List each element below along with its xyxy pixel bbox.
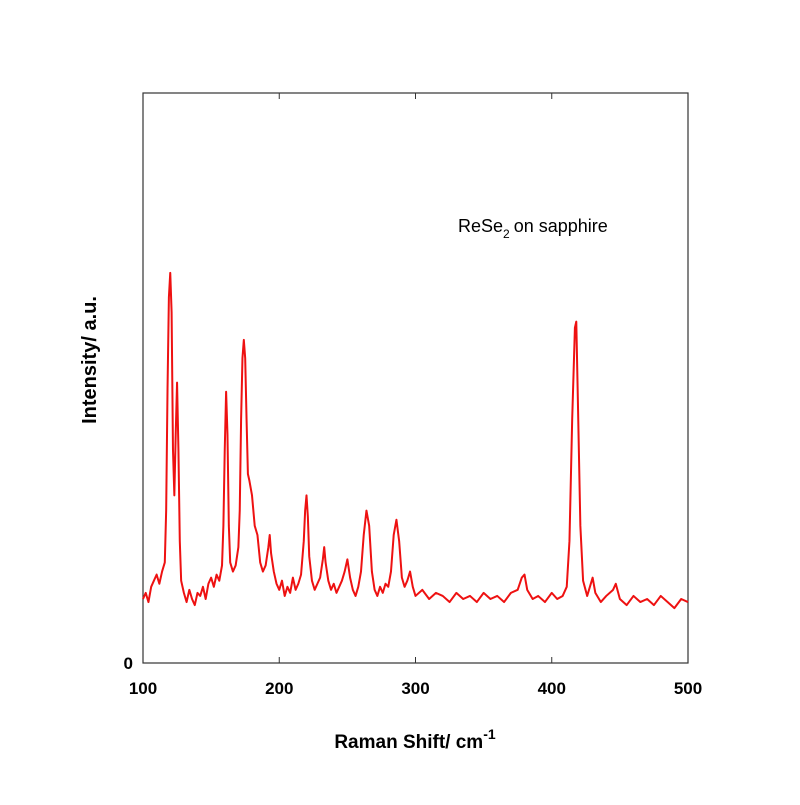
plot-frame	[142, 92, 689, 664]
x-tick-label: 500	[674, 679, 702, 698]
annotation-text: ReSe	[458, 216, 503, 236]
x-tick-label: 300	[401, 679, 429, 698]
x-tick-label: 400	[538, 679, 566, 698]
x-label-superscript: -1	[483, 726, 496, 742]
y-axis-label: Intensity/ a.u.	[79, 296, 101, 424]
x-label-text: Raman Shift/ cm	[334, 732, 483, 753]
annotation-suffix: on sapphire	[514, 216, 608, 236]
x-tick-label: 100	[129, 679, 157, 698]
annotation-subscript: 2	[503, 227, 510, 241]
x-tick-label: 200	[265, 679, 293, 698]
spectrum-line	[142, 271, 689, 610]
x-axis-label: Raman Shift/ cm-1	[334, 726, 496, 753]
y-tick-label: 0	[124, 654, 133, 673]
annotation: ReSe2 on sapphire	[458, 216, 608, 241]
